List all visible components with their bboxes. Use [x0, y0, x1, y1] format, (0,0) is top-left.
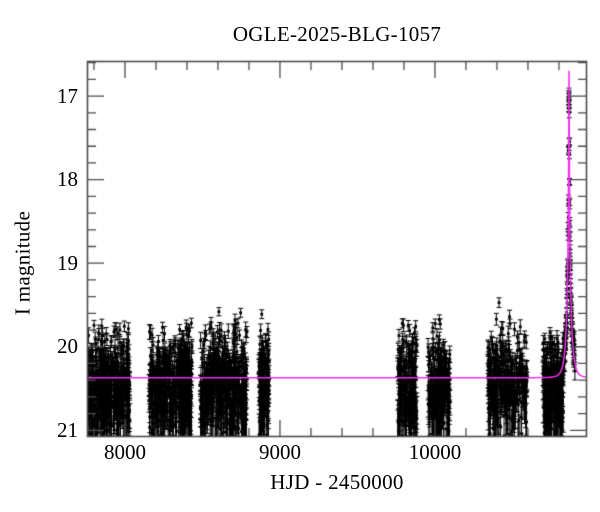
y-tick-label: 18 — [57, 167, 78, 192]
x-tick-label: 9000 — [258, 440, 301, 464]
y-tick-label: 20 — [57, 334, 78, 359]
x-tick-label: 10000 — [408, 440, 462, 464]
x-tick-label: 8000 — [103, 440, 146, 464]
y-tick-label: 21 — [57, 417, 78, 442]
y-tick-label: 19 — [57, 250, 78, 275]
y-tick-label: 17 — [57, 83, 78, 108]
x-axis-label: HJD - 2450000 — [270, 470, 404, 494]
plot-title: OGLE-2025-BLG-1057 — [232, 22, 442, 46]
